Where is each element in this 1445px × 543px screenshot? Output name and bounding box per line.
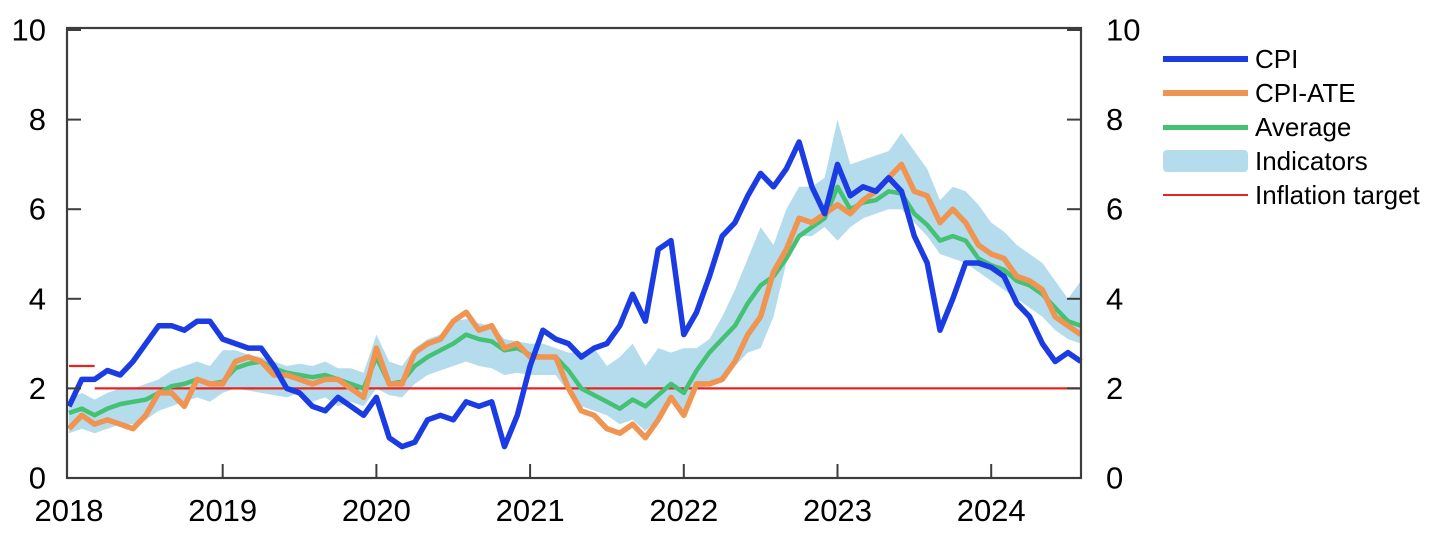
ytick-label-left-4: 4 — [29, 281, 46, 316]
ytick-label-right-0: 0 — [1106, 461, 1123, 496]
series-lines-layer — [66, 139, 1083, 450]
plot-border — [65, 26, 1083, 480]
legend-swatch-inflation-target-line — [1163, 194, 1248, 196]
xtick-label-2021: 2021 — [496, 493, 565, 528]
axis-labels: 0 0 2 2 4 4 6 6 8 8 10 10 2018 2019 2020 2021 2022 2023 20… — [12, 13, 1141, 529]
legend-label-indicators: Indicators — [1255, 146, 1368, 176]
legend-swatch-cpi-ate-line — [1163, 90, 1248, 96]
series-line-cpi — [66, 139, 1083, 450]
xtick-label-2022: 2022 — [649, 493, 718, 528]
legend-label-average: Average — [1255, 112, 1352, 142]
xtick-label-2020: 2020 — [342, 493, 411, 528]
legend-swatch-indicators-band — [1163, 150, 1248, 172]
series-line-cpi-ate — [67, 161, 1083, 441]
ytick-label-left-8: 8 — [29, 102, 46, 137]
ytick-label-left-6: 6 — [29, 192, 46, 227]
ytick-label-left-2: 2 — [29, 371, 46, 406]
ytick-label-left-0: 0 — [29, 461, 46, 496]
xtick-label-2024: 2024 — [957, 493, 1026, 528]
legend-item-cpi-ate: CPI-ATE — [1163, 76, 1420, 110]
legend-item-indicators: Indicators — [1163, 144, 1420, 178]
legend-label-cpi-ate: CPI-ATE — [1255, 78, 1356, 108]
inflation-target-layer — [69, 364, 1081, 390]
legend-label-inflation-target: Inflation target — [1255, 180, 1420, 210]
legend-item-inflation-target: Inflation target — [1163, 178, 1420, 212]
legend: CPI CPI-ATE Average Indicators Inflation… — [1163, 42, 1420, 212]
ytick-label-right-6: 6 — [1106, 192, 1123, 227]
legend-item-average: Average — [1163, 110, 1420, 144]
xtick-label-2019: 2019 — [188, 493, 257, 528]
legend-label-cpi: CPI — [1255, 44, 1299, 74]
legend-item-cpi: CPI — [1163, 42, 1420, 76]
ytick-label-right-2: 2 — [1106, 371, 1123, 406]
series-line-average — [68, 184, 1082, 418]
ytick-label-right-10: 10 — [1106, 13, 1140, 48]
axis-ticks — [67, 29, 1081, 479]
ytick-label-left-10: 10 — [12, 13, 46, 48]
xtick-label-2018: 2018 — [35, 493, 104, 528]
ytick-label-right-4: 4 — [1106, 281, 1123, 316]
legend-swatch-cpi-line — [1163, 56, 1248, 62]
legend-swatch-average-line — [1163, 124, 1248, 130]
xtick-label-2023: 2023 — [803, 493, 872, 528]
ytick-label-right-8: 8 — [1106, 102, 1123, 137]
